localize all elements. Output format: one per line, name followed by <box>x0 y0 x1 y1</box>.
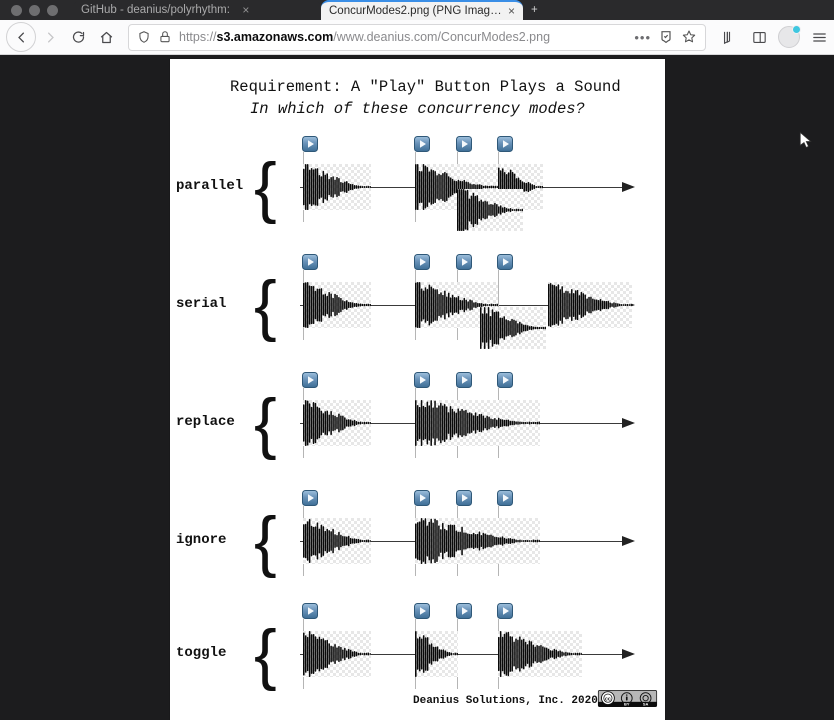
svg-text:cc: cc <box>605 696 611 702</box>
svg-text:SA: SA <box>643 702 649 707</box>
svg-text:BY: BY <box>624 702 630 707</box>
